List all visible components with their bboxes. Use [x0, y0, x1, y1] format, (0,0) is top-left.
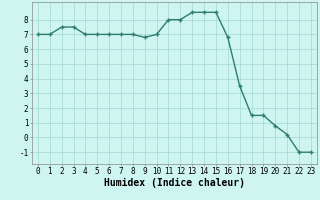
X-axis label: Humidex (Indice chaleur): Humidex (Indice chaleur)	[104, 178, 245, 188]
